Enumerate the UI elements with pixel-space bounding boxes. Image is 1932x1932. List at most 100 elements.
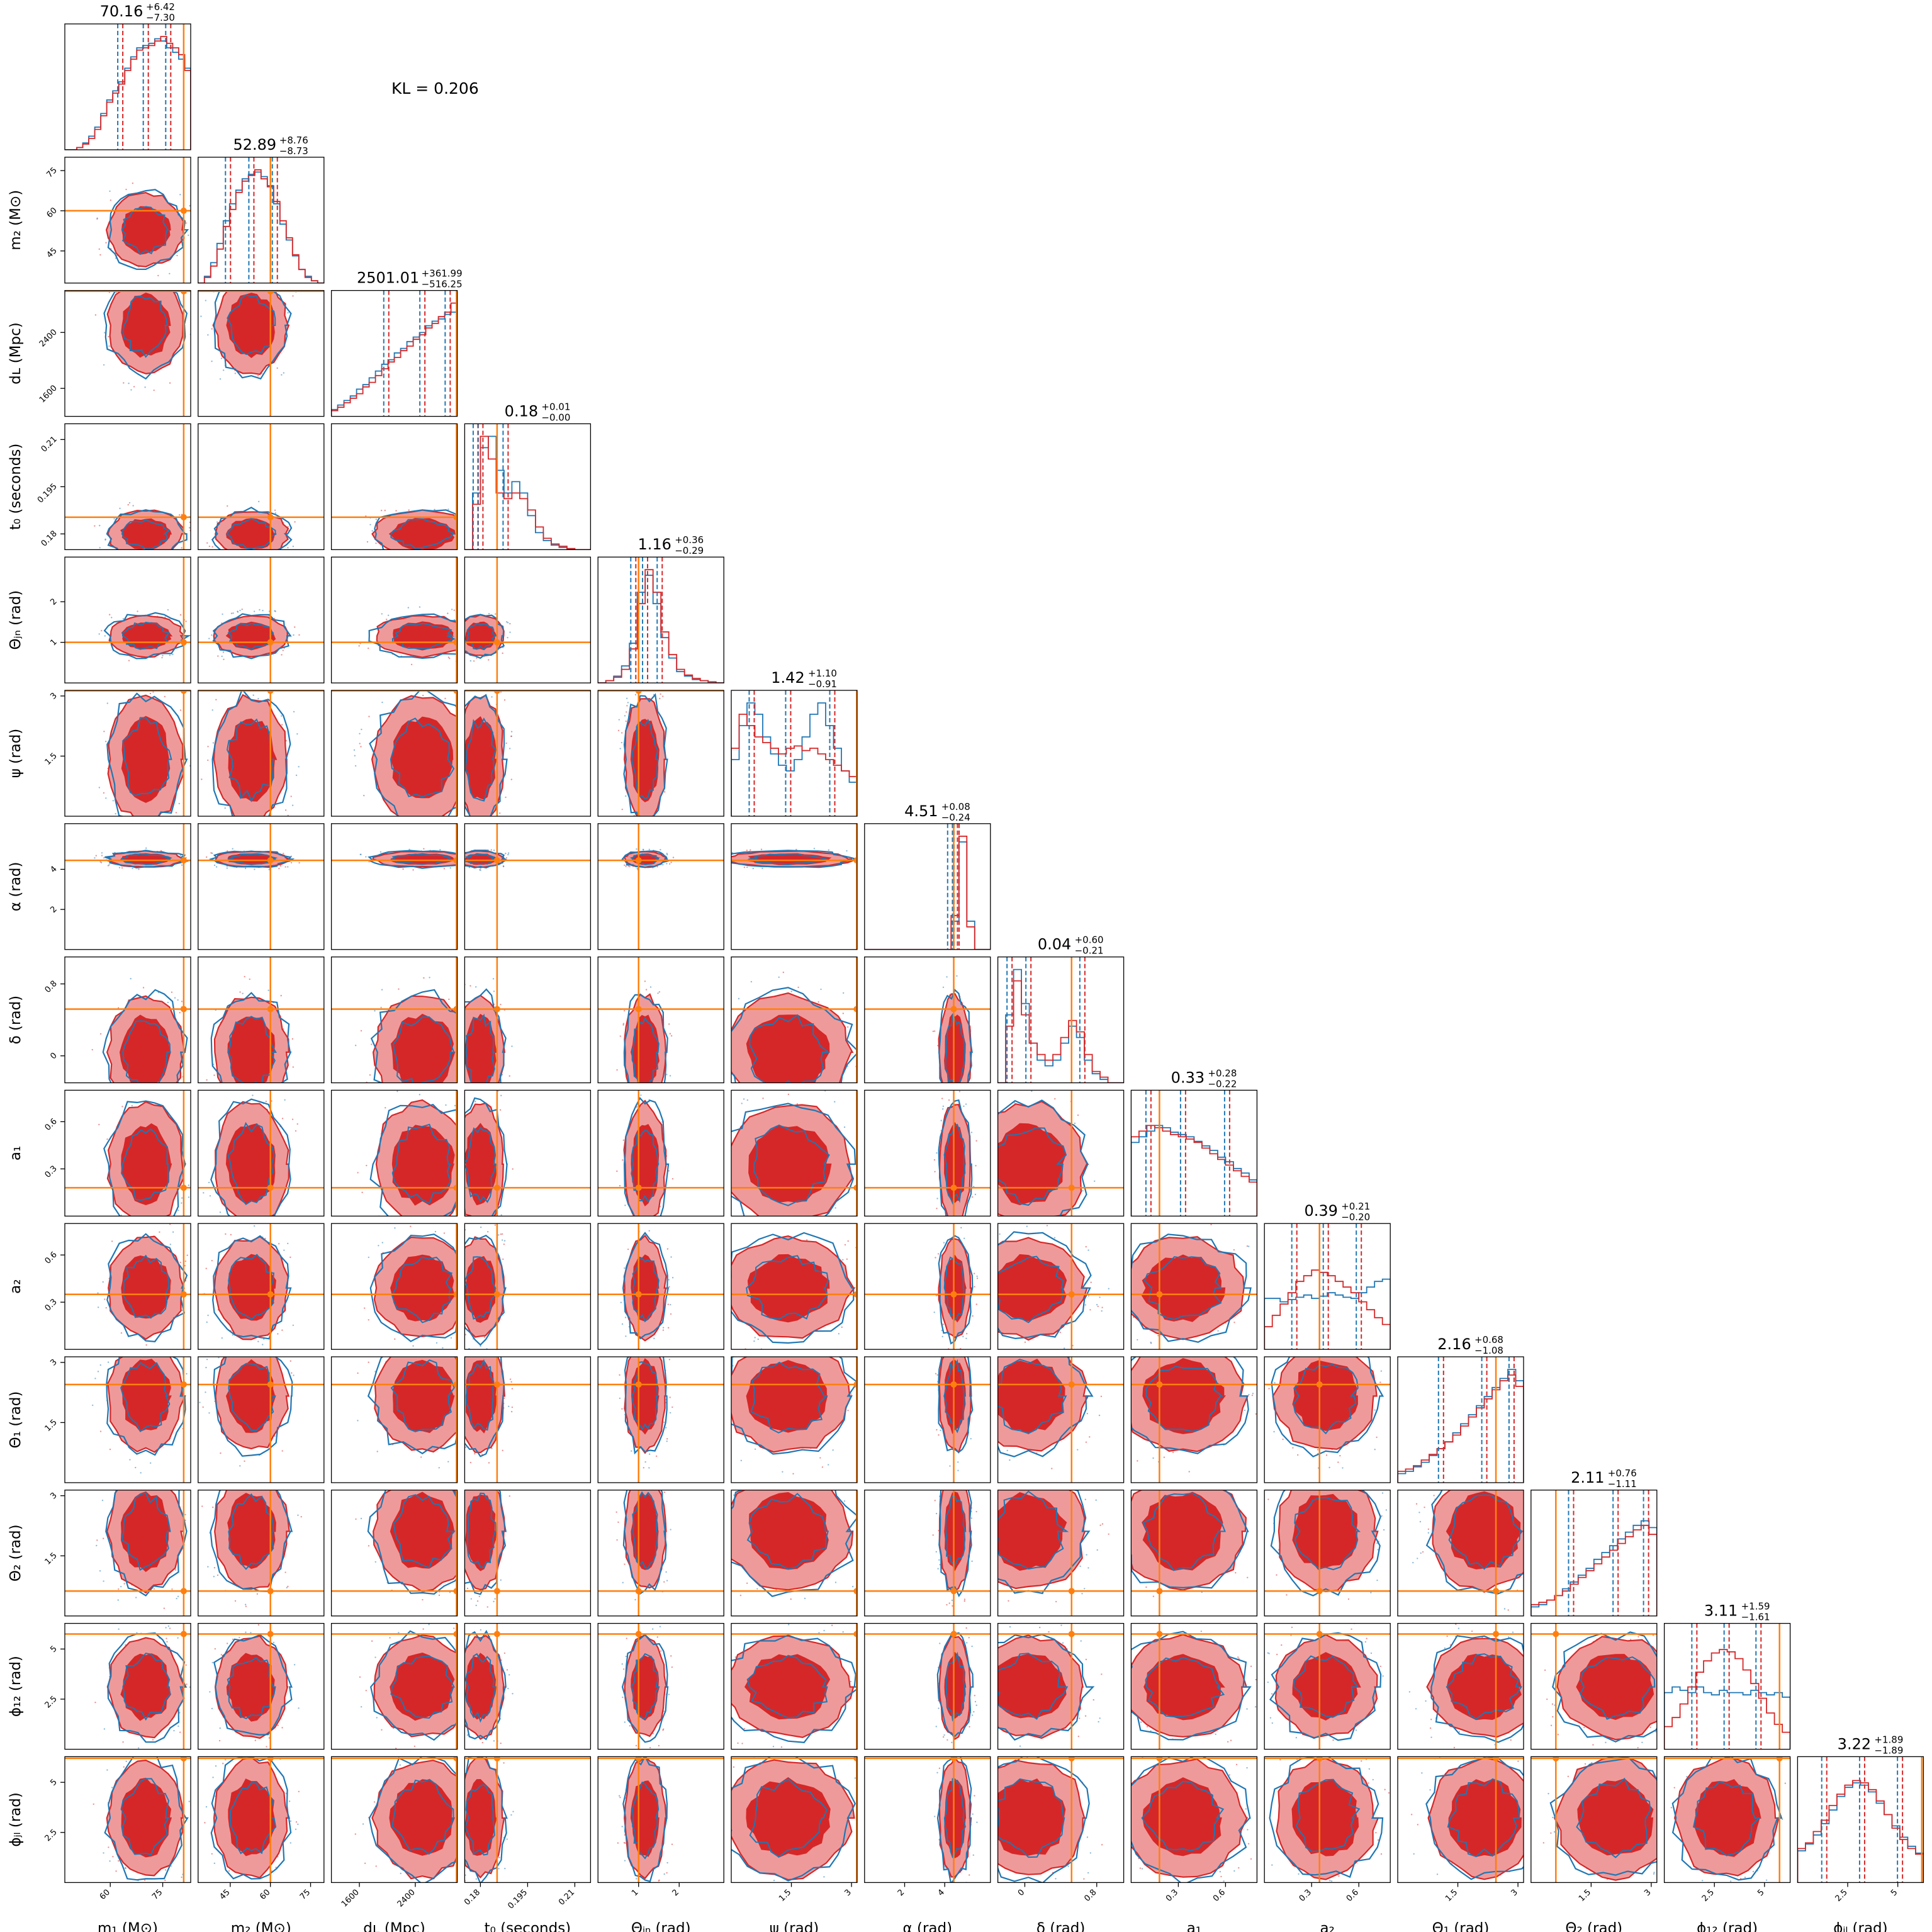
contour-outer-series-b — [621, 850, 669, 868]
scatter-point — [111, 1240, 113, 1242]
y-tick-label: 3 — [48, 1357, 59, 1368]
scatter-point — [1125, 1391, 1126, 1392]
scatter-point — [127, 503, 129, 506]
scatter-point — [1338, 1875, 1340, 1877]
scatter-point — [208, 1412, 210, 1414]
truth-marker — [267, 857, 274, 864]
histogram-series-a — [997, 980, 1124, 1083]
scatter-point — [460, 542, 461, 543]
contour-inner-series-b — [465, 622, 498, 651]
scatter-point — [463, 1418, 464, 1420]
scatter-point — [137, 1747, 140, 1749]
scatter-point — [1637, 1636, 1639, 1637]
scatter-point — [171, 1477, 172, 1478]
scatter-point — [941, 1108, 944, 1110]
scatter-point — [175, 554, 176, 556]
scatter-point — [666, 1438, 668, 1440]
contour-inner-series-b — [1447, 1778, 1520, 1858]
scatter-point — [969, 1874, 970, 1876]
scatter-point — [213, 1566, 216, 1569]
scatter-point — [358, 645, 360, 647]
scatter-point — [1197, 1351, 1198, 1352]
scatter-point — [261, 553, 262, 554]
contour-outer-series-b — [103, 1100, 187, 1216]
y-tick-label: 3 — [48, 1491, 59, 1501]
contour-panel — [464, 556, 592, 683]
scatter-point — [103, 1728, 106, 1730]
scatter-point — [974, 1193, 977, 1196]
scatter-point — [492, 978, 495, 980]
scatter-point — [485, 1462, 486, 1463]
scatter-point — [1370, 1652, 1373, 1654]
contour-inner-series-b — [227, 622, 274, 651]
histogram-series-a — [1530, 1524, 1657, 1616]
scatter-point — [662, 1327, 665, 1328]
scatter-point — [168, 683, 169, 685]
scatter-point — [157, 1744, 158, 1745]
scatter-point — [251, 278, 252, 279]
scatter-point — [663, 1099, 665, 1101]
truth-marker — [635, 857, 642, 864]
scatter-point — [1163, 1456, 1165, 1458]
scatter-point — [669, 1075, 671, 1077]
scatter-point — [1191, 1753, 1192, 1754]
scatter-point — [216, 1574, 219, 1576]
scatter-point — [266, 1746, 267, 1748]
scatter-point — [1286, 1594, 1288, 1596]
scatter-point — [1528, 1668, 1529, 1670]
scatter-point — [863, 1827, 864, 1828]
scatter-point — [1082, 1190, 1084, 1192]
scatter-point — [987, 1342, 989, 1344]
scatter-point — [1534, 1535, 1536, 1536]
scatter-point — [476, 534, 477, 535]
scatter-point — [1150, 1341, 1152, 1344]
scatter-point — [1520, 1470, 1521, 1471]
scatter-point — [481, 1750, 482, 1751]
scatter-point — [1084, 1498, 1087, 1500]
scatter-point — [942, 1736, 945, 1738]
scatter-point — [653, 1337, 655, 1340]
scatter-point — [463, 726, 464, 727]
scatter-point — [829, 1235, 830, 1236]
contour-inner-series-b — [227, 853, 278, 865]
scatter-point — [476, 1600, 479, 1602]
scatter-point — [656, 865, 658, 868]
truth-marker — [180, 1184, 187, 1191]
contour-inner-series-b — [746, 1493, 829, 1570]
scatter-point — [94, 857, 96, 859]
contour-panel — [997, 1490, 1125, 1617]
scatter-point — [1070, 1886, 1071, 1887]
scatter-point — [368, 647, 369, 649]
scatter-point — [963, 1355, 965, 1356]
truth-marker — [180, 1291, 187, 1298]
scatter-point — [418, 847, 420, 848]
contour-outer-series-b — [731, 850, 857, 868]
scatter-point — [467, 693, 468, 694]
scatter-point — [445, 1104, 447, 1106]
scatter-point — [99, 254, 101, 256]
scatter-point — [208, 1181, 210, 1184]
scatter-point — [376, 1451, 378, 1452]
scatter-point — [655, 1337, 656, 1339]
scatter-point — [1557, 1733, 1559, 1736]
scatter-point — [1265, 1526, 1266, 1527]
scatter-point — [491, 1447, 493, 1449]
panel-frame — [464, 956, 592, 1084]
scatter-point — [410, 1225, 412, 1228]
scatter-point — [510, 735, 512, 738]
scatter-point — [206, 1321, 208, 1323]
scatter-point — [284, 809, 287, 811]
panel-title-plus: +361.99 — [422, 268, 463, 279]
scatter-point — [668, 1279, 670, 1281]
scatter-point — [642, 848, 644, 851]
scatter-point — [375, 519, 378, 520]
scatter-point — [96, 217, 98, 219]
scatter-point — [162, 654, 164, 656]
scatter-point — [1045, 1086, 1046, 1087]
scatter-point — [412, 869, 414, 871]
scatter-point — [435, 1741, 437, 1743]
panel-title-minus: −0.24 — [941, 812, 970, 823]
scatter-point — [948, 1099, 950, 1101]
contour-inner-series-a — [390, 716, 454, 799]
